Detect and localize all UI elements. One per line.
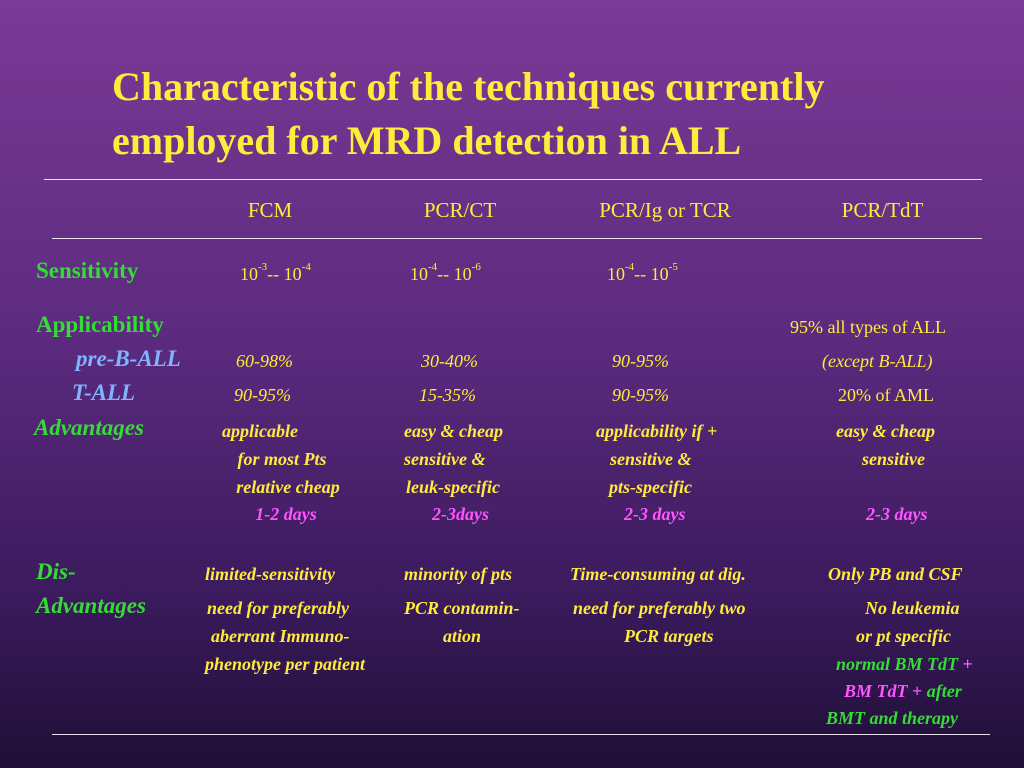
disadv-fcm-1: limited-sensitivity xyxy=(205,564,335,584)
advantages-pcr-ct-days: 2-3days xyxy=(432,504,489,524)
disadv-fcm-2: need for preferably xyxy=(207,598,349,618)
disadv-pcr-ct-2: PCR contamin- xyxy=(404,598,520,618)
disadv-pcr-ig-1: Time-consuming at dig. xyxy=(570,564,746,584)
advantages-fcm-days: 1-2 days xyxy=(255,504,317,524)
row-label-dis-advantages: Advantages xyxy=(36,593,146,618)
advantages-pcr-ct-3: leuk-specific xyxy=(406,477,500,497)
bottom-divider xyxy=(52,734,990,735)
pre-b-fcm: 60-98% xyxy=(236,351,293,371)
disadv-fcm-3: aberrant Immuno- xyxy=(211,626,350,646)
row-label-t-all: T-ALL xyxy=(72,380,136,405)
applicability-tdt-note: 95% all types of ALL xyxy=(790,317,946,337)
pre-b-tdt: (except B-ALL) xyxy=(822,351,933,371)
row-label-dis: Dis- xyxy=(36,559,76,584)
disadv-tdt-5: BM TdT + after xyxy=(844,681,962,701)
slide-title: Characteristic of the techniques current… xyxy=(112,64,825,163)
disadv-pcr-ig-3: PCR targets xyxy=(624,626,714,646)
t-all-pcr-ct: 15-35% xyxy=(419,385,476,405)
advantages-fcm-1: applicable xyxy=(222,421,298,441)
advantages-pcr-ct-2: sensitive & xyxy=(404,449,486,469)
t-all-pcr-ig: 90-95% xyxy=(612,385,669,405)
advantages-pcr-ig-2: sensitive & xyxy=(610,449,692,469)
sensitivity-fcm: 10-3-- 10-4 xyxy=(240,261,311,284)
disadv-pcr-ig-2: need for preferably two xyxy=(573,598,746,618)
advantages-fcm-2: for most Pts xyxy=(237,449,327,469)
disadv-pcr-ct-1: minority of pts xyxy=(404,564,513,584)
sensitivity-pcr-ct: 10-4-- 10-6 xyxy=(410,261,481,284)
advantages-pcr-ig-3: pts-specific xyxy=(609,477,692,497)
advantages-pcr-ct-1: easy & cheap xyxy=(404,421,503,441)
advantages-tdt-2: sensitive xyxy=(862,449,925,469)
title-divider xyxy=(44,179,982,180)
header-divider xyxy=(52,238,982,239)
disadv-tdt-4: normal BM TdT + xyxy=(836,654,973,674)
advantages-fcm-3: relative cheap xyxy=(236,477,340,497)
advantages-pcr-ig-1: applicability if + xyxy=(596,421,718,441)
t-all-fcm: 90-95% xyxy=(234,385,291,405)
row-label-sensitivity: Sensitivity xyxy=(36,258,139,283)
disadv-tdt-3: or pt specific xyxy=(856,626,951,646)
disadv-fcm-4: phenotype per patient xyxy=(205,654,365,674)
header-pcr-ct: PCR/CT xyxy=(423,198,497,222)
advantages-pcr-ig-days: 2-3 days xyxy=(624,504,686,524)
disadv-tdt-2: No leukemia xyxy=(865,598,960,618)
pre-b-pcr-ct: 30-40% xyxy=(421,351,478,371)
row-label-pre-b-all: pre-B-ALL xyxy=(76,346,181,371)
advantages-tdt-1: easy & cheap xyxy=(836,421,935,441)
disadv-pcr-ct-3: ation xyxy=(443,626,482,646)
sensitivity-pcr-ig: 10-4-- 10-5 xyxy=(607,261,678,284)
row-label-applicability: Applicability xyxy=(36,312,164,337)
t-all-tdt: 20% of AML xyxy=(838,385,934,405)
header-fcm: FCM xyxy=(247,198,293,222)
row-label-advantages: Advantages xyxy=(34,415,144,440)
disadv-tdt-1: Only PB and CSF xyxy=(828,564,963,584)
disadv-tdt-6: BMT and therapy xyxy=(826,708,959,728)
header-pcr-ig-tcr: PCR/Ig or TCR xyxy=(599,198,731,222)
pre-b-pcr-ig: 90-95% xyxy=(612,351,669,371)
advantages-tdt-days: 2-3 days xyxy=(866,504,928,524)
header-pcr-tdt: PCR/TdT xyxy=(841,198,924,222)
